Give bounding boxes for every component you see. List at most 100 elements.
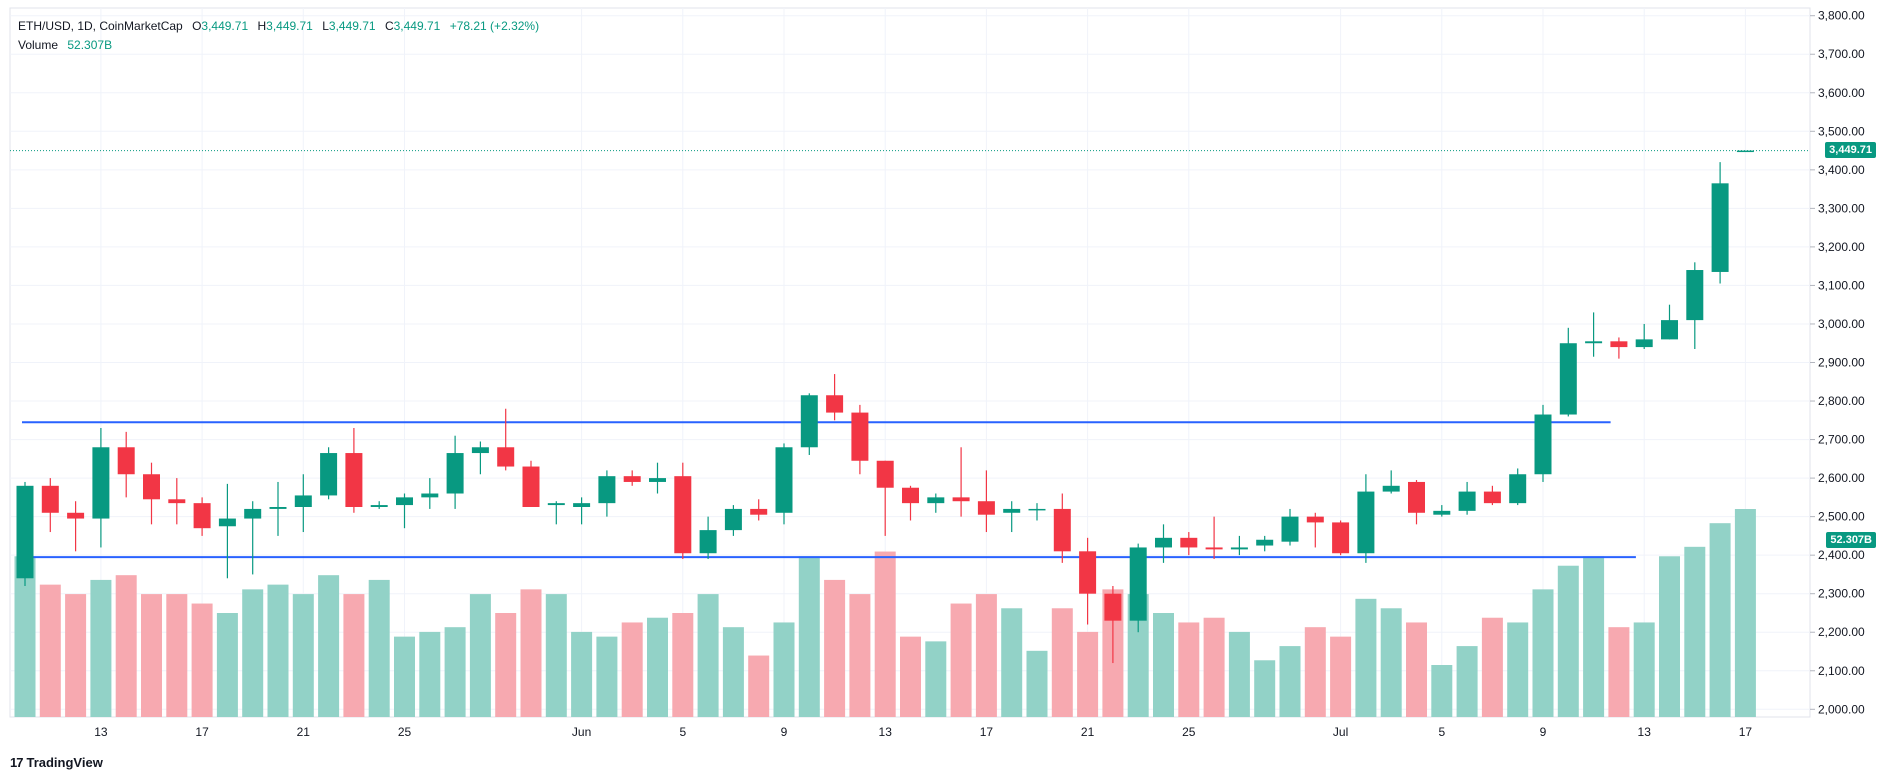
x-tick-label: 13	[1638, 725, 1652, 739]
y-tick-label: 2,300.00	[1818, 587, 1865, 601]
candle-body	[1155, 537, 1172, 548]
candle-body	[497, 447, 515, 467]
y-tick-label: 2,600.00	[1818, 471, 1865, 485]
candle-body	[1534, 414, 1552, 475]
candle-body	[1736, 150, 1754, 153]
x-tick-label: 13	[94, 725, 108, 739]
volume-bar	[343, 594, 365, 717]
y-tick-label: 2,200.00	[1818, 625, 1865, 639]
candle-body	[598, 476, 616, 504]
volume-bar	[14, 556, 36, 717]
candle-body	[320, 453, 338, 496]
x-tick-label: 5	[1438, 725, 1445, 739]
volume-bar	[1077, 631, 1099, 717]
candle-body	[1509, 474, 1527, 504]
volume-bar	[1026, 650, 1048, 717]
candle-body	[927, 497, 945, 504]
candle-body	[1559, 343, 1577, 415]
candle-body	[446, 453, 464, 494]
candle-body	[800, 395, 818, 448]
candle-body	[370, 505, 388, 507]
tradingview-footer[interactable]: 17 TradingView	[10, 755, 103, 770]
volume-bar	[242, 589, 264, 717]
candle-body	[471, 447, 489, 454]
candle-body	[1433, 510, 1451, 515]
candle-body	[1458, 491, 1476, 511]
candle-body	[244, 508, 262, 519]
legend-change: +78.21 (+2.32%)	[449, 19, 540, 33]
last-price-badge: 3,449.71	[1825, 141, 1876, 158]
volume-bar	[849, 594, 871, 717]
candle-body	[1180, 537, 1198, 548]
x-tick-label: 21	[297, 725, 311, 739]
candle-body	[826, 395, 844, 413]
candle-body	[294, 495, 312, 507]
x-tick-label: 5	[679, 725, 686, 739]
volume-bar	[1380, 608, 1402, 717]
y-tick-label: 2,800.00	[1818, 394, 1865, 408]
legend-low-value: 3,449.71	[328, 19, 376, 33]
candle-body	[218, 518, 236, 527]
volume-bar	[1659, 556, 1680, 717]
volume-bar	[1709, 523, 1731, 717]
candle-body	[16, 485, 34, 579]
volume-bar	[1431, 665, 1453, 717]
volume-bar	[1633, 622, 1655, 717]
candle-body	[1230, 547, 1248, 550]
legend-volume-label: Volume	[18, 38, 59, 52]
legend-open-label: O	[192, 19, 202, 33]
candle-body	[168, 499, 186, 504]
volume-bar	[798, 556, 820, 717]
candle-body	[1711, 183, 1729, 272]
volume-bar	[1608, 627, 1630, 717]
legend-open-value: 3,449.71	[201, 19, 249, 33]
chart-legend: ETH/USD, 1D, CoinMarketCap O3,449.71 H3,…	[18, 17, 539, 55]
volume-bar	[495, 613, 517, 717]
volume-bar	[596, 636, 618, 717]
volume-bar	[621, 622, 643, 717]
legend-volume-value: 52.307B	[67, 38, 113, 52]
candle-body	[143, 474, 160, 500]
volume-bar	[1153, 613, 1174, 717]
candle-body	[902, 487, 919, 504]
volume-bar	[748, 655, 770, 717]
tradingview-brand: TradingView	[26, 755, 103, 770]
volume-bar	[39, 584, 61, 717]
y-tick-label: 3,600.00	[1818, 86, 1865, 100]
candle-body	[1028, 508, 1046, 511]
candle-body	[1079, 551, 1097, 594]
y-tick-label: 2,000.00	[1818, 702, 1865, 716]
volume-bar	[773, 622, 795, 717]
volume-bar	[950, 603, 972, 717]
volume-bar	[1254, 660, 1276, 717]
x-tick-label: Jun	[572, 725, 591, 739]
legend-low-label: L	[322, 19, 329, 33]
legend-symbol: ETH/USD, 1D, CoinMarketCap	[18, 19, 183, 33]
volume-bar	[545, 594, 567, 717]
legend-close-label: C	[384, 19, 394, 33]
volume-bar	[1355, 598, 1377, 717]
volume-bar	[267, 584, 289, 717]
candle-body	[573, 503, 591, 507]
volume-bar	[1127, 594, 1149, 717]
candle-body	[92, 447, 110, 519]
volume-bar	[647, 617, 668, 717]
candle-body	[674, 476, 692, 554]
candle-body	[952, 497, 970, 502]
legend-row-price: ETH/USD, 1D, CoinMarketCap O3,449.71 H3,…	[18, 17, 539, 36]
candle-body	[1332, 522, 1350, 554]
volume-bar	[722, 627, 744, 717]
last-volume-badge: 52.307B	[1826, 532, 1876, 548]
volume-bar	[1051, 608, 1073, 717]
volume-bar	[1684, 546, 1706, 717]
tradingview-logo-icon: 17	[10, 755, 24, 770]
candle-body	[396, 497, 413, 506]
candle-body	[1357, 491, 1375, 554]
y-tick-label: 3,700.00	[1818, 47, 1865, 61]
volume-bar	[1178, 622, 1200, 717]
volume-bar	[697, 594, 719, 717]
x-tick-label: 17	[195, 725, 209, 739]
candle-body	[1382, 485, 1400, 492]
volume-bar	[571, 631, 593, 717]
